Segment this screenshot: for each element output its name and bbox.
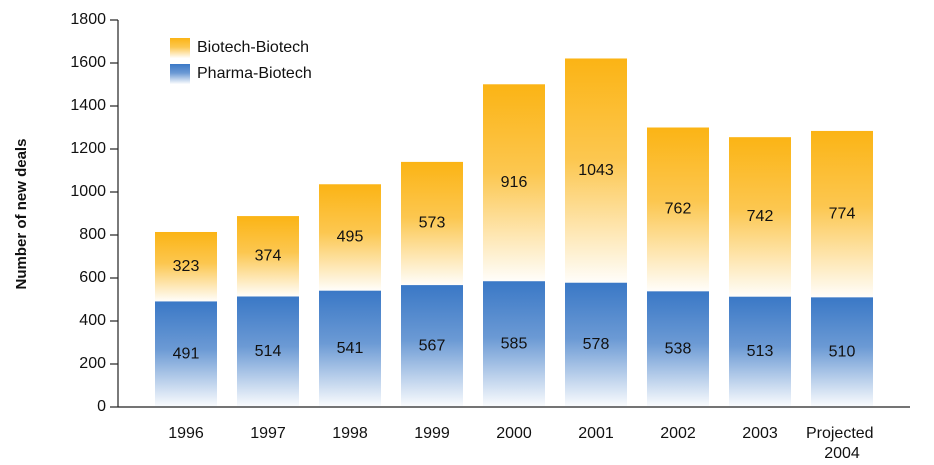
bar-segment — [729, 137, 791, 297]
bar-segment — [155, 301, 217, 407]
bar-segment — [565, 58, 627, 283]
value-label: 585 — [501, 335, 528, 352]
bar-segment — [319, 290, 381, 407]
bar-segment — [237, 216, 299, 297]
bar-segment — [401, 161, 463, 286]
y-tick-label: 0 — [97, 398, 106, 415]
x-tick-label: Projected 2004 — [806, 425, 878, 462]
legend-swatch — [170, 64, 190, 84]
value-label: 578 — [583, 336, 610, 353]
y-tick-label: 800 — [79, 226, 106, 243]
value-label: 374 — [255, 248, 282, 265]
bar-segment — [647, 291, 709, 407]
y-tick-label: 1800 — [70, 11, 106, 28]
value-label: 514 — [255, 343, 282, 360]
x-tick-label: 2003 — [742, 425, 778, 442]
value-label: 538 — [665, 340, 692, 357]
y-tick-label: 400 — [79, 312, 106, 329]
y-tick-label: 600 — [79, 269, 106, 286]
x-tick-label: 2001 — [578, 425, 614, 442]
x-tick-label: 2002 — [660, 425, 696, 442]
bar-segment — [401, 285, 463, 407]
value-label: 567 — [419, 337, 446, 354]
y-tick-label: 1400 — [70, 97, 106, 114]
bar-segment — [155, 231, 217, 302]
x-tick-label: 1996 — [168, 425, 204, 442]
y-axis-label: Number of new deals — [13, 139, 30, 290]
y-tick-label: 200 — [79, 355, 106, 372]
y-tick-label: 1600 — [70, 54, 106, 71]
value-label: 1043 — [578, 162, 614, 179]
value-label: 513 — [747, 343, 774, 360]
legend-label: Biotech-Biotech — [197, 39, 309, 56]
bar-segment — [483, 281, 545, 407]
value-label: 495 — [337, 229, 364, 246]
value-label: 762 — [665, 201, 692, 218]
legend-swatch — [170, 38, 190, 58]
value-label: 323 — [173, 258, 200, 275]
value-label: 774 — [829, 205, 856, 222]
value-label: 573 — [419, 215, 446, 232]
bar-segment — [237, 296, 299, 407]
value-label: 541 — [337, 340, 364, 357]
value-label: 510 — [829, 343, 856, 360]
bar-segment — [647, 127, 709, 292]
bar-segment — [483, 84, 545, 282]
y-tick-label: 1000 — [70, 183, 106, 200]
bar-segment — [811, 130, 873, 298]
bar-segment — [319, 184, 381, 291]
x-tick-label: 2000 — [496, 425, 532, 442]
x-tick-label: 1997 — [250, 425, 286, 442]
x-tick-label: 1999 — [414, 425, 450, 442]
legend-label: Pharma-Biotech — [197, 65, 312, 82]
bar-segment — [811, 297, 873, 407]
value-label: 742 — [747, 208, 774, 225]
value-label: 491 — [173, 345, 200, 362]
value-label: 916 — [501, 174, 528, 191]
x-tick-label: 1998 — [332, 425, 368, 442]
bar-segment — [565, 282, 627, 407]
bar-segment — [729, 296, 791, 407]
y-tick-label: 1200 — [70, 140, 106, 157]
